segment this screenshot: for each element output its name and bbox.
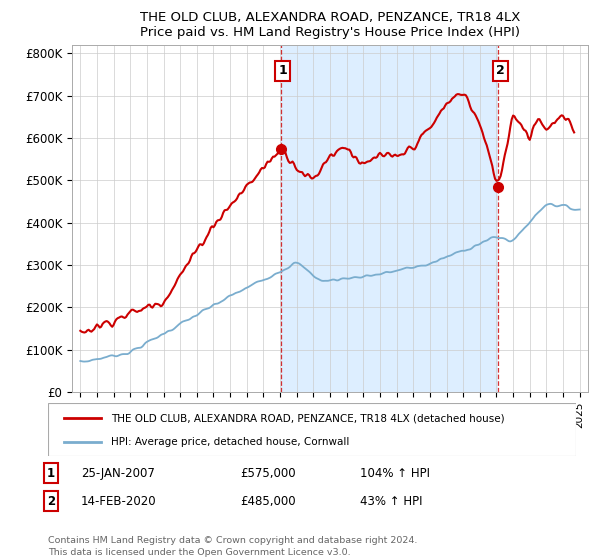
Text: 25-JAN-2007: 25-JAN-2007: [81, 466, 155, 480]
Text: 2: 2: [47, 494, 55, 508]
Text: 1: 1: [47, 466, 55, 480]
Text: HPI: Average price, detached house, Cornwall: HPI: Average price, detached house, Corn…: [112, 436, 350, 446]
Text: 1: 1: [278, 64, 287, 77]
FancyBboxPatch shape: [48, 403, 576, 456]
Text: Contains HM Land Registry data © Crown copyright and database right 2024.
This d: Contains HM Land Registry data © Crown c…: [48, 536, 418, 557]
Text: 2: 2: [496, 64, 505, 77]
Text: £575,000: £575,000: [240, 466, 296, 480]
Title: THE OLD CLUB, ALEXANDRA ROAD, PENZANCE, TR18 4LX
Price paid vs. HM Land Registry: THE OLD CLUB, ALEXANDRA ROAD, PENZANCE, …: [140, 11, 520, 39]
Text: 43% ↑ HPI: 43% ↑ HPI: [360, 494, 422, 508]
Text: 14-FEB-2020: 14-FEB-2020: [81, 494, 157, 508]
Text: THE OLD CLUB, ALEXANDRA ROAD, PENZANCE, TR18 4LX (detached house): THE OLD CLUB, ALEXANDRA ROAD, PENZANCE, …: [112, 413, 505, 423]
Text: 104% ↑ HPI: 104% ↑ HPI: [360, 466, 430, 480]
Bar: [281, 45, 499, 392]
Text: £485,000: £485,000: [240, 494, 296, 508]
